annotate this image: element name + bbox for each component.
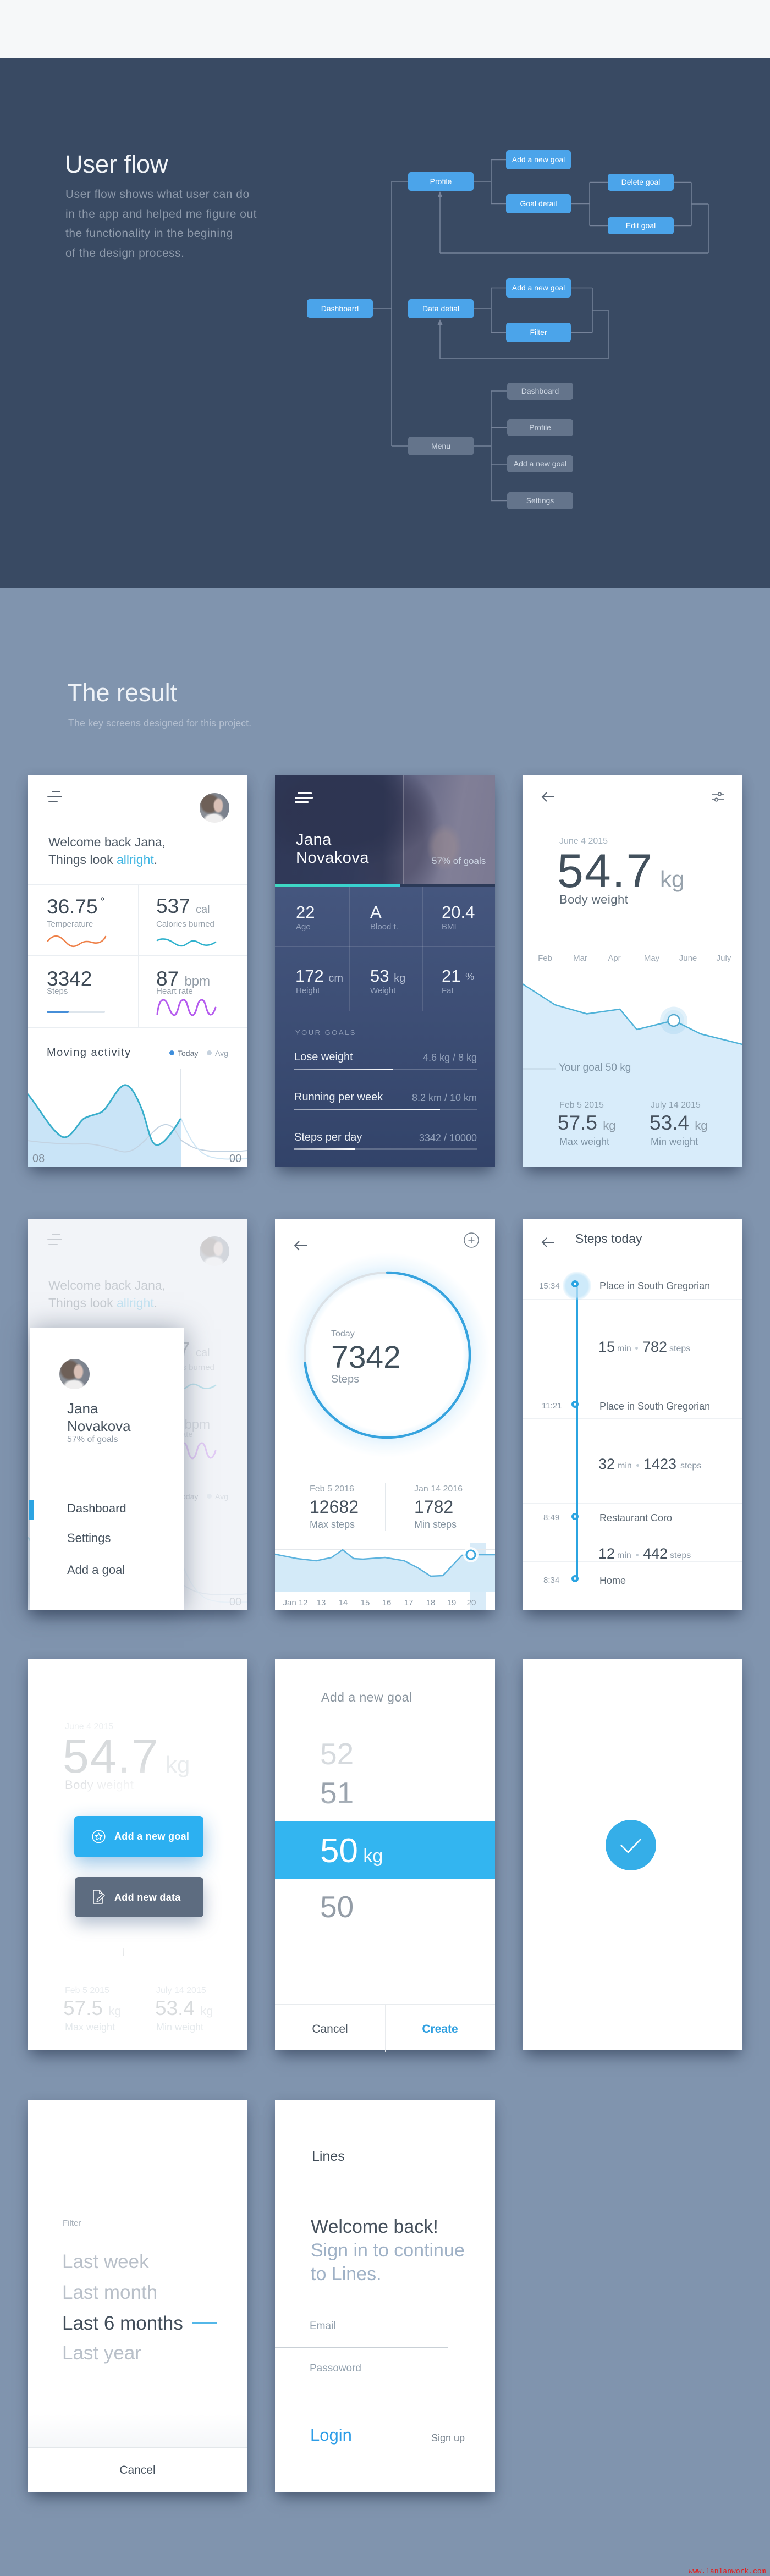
svg-text:Data detial: Data detial: [422, 304, 459, 313]
svg-text:Profile: Profile: [430, 177, 452, 186]
svg-text:00: 00: [229, 1153, 241, 1165]
svg-text:Settings: Settings: [526, 496, 554, 505]
svg-text:Profile: Profile: [529, 423, 551, 432]
svg-text:Add a new goal: Add a new goal: [514, 459, 567, 468]
svg-text:08: 08: [32, 1153, 45, 1165]
svg-text:Edit goal: Edit goal: [626, 221, 656, 230]
svg-text:Delete goal: Delete goal: [622, 178, 661, 186]
svg-text:Add a new goal: Add a new goal: [512, 283, 565, 292]
svg-text:Menu: Menu: [431, 442, 450, 450]
svg-text:Goal detail: Goal detail: [520, 199, 557, 208]
svg-text:Dashboard: Dashboard: [521, 387, 559, 395]
svg-text:Add a new goal: Add a new goal: [512, 155, 565, 164]
svg-text:Dashboard: Dashboard: [321, 304, 359, 313]
svg-text:00: 00: [229, 1596, 241, 1608]
svg-text:Filter: Filter: [530, 328, 547, 337]
